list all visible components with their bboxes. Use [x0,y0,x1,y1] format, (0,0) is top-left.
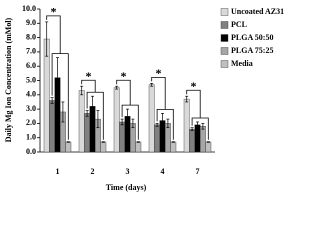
error-bar [120,118,124,126]
error-bar [150,83,154,87]
bar [199,126,206,153]
error-bar [115,85,119,90]
y-tick-label: 3.0 [26,104,36,113]
error-bar [91,95,94,117]
legend-label: PLGA 75:25 [231,46,273,55]
legend-swatch [220,8,229,16]
bar [78,90,85,153]
bar [183,98,190,153]
y-tick-label: 8.0 [26,32,36,41]
significance-bracket [116,79,139,140]
bar [100,141,107,153]
significance-bracket [151,76,174,140]
error-bar [136,141,140,143]
error-bar [85,110,89,117]
legend-swatch [220,21,229,29]
bar [205,141,212,153]
bar [113,87,120,153]
error-bar [155,123,159,127]
error-bar [190,127,194,131]
significance-mark: * [50,5,56,19]
y-tick-label: 2.0 [26,118,36,127]
y-tick-label: 4.0 [26,90,36,99]
error-bar [126,108,129,124]
bar [84,113,91,153]
y-tick-label: 7.0 [26,47,36,56]
error-bar [185,95,189,103]
legend-swatch [220,34,229,42]
error-bar [206,141,210,143]
legend-swatch [220,60,229,68]
chart: Daily Mg Ion Concentration (mMol) Time (… [4,4,284,192]
error-bar [196,121,199,129]
x-tick-label: 2 [91,167,95,176]
error-bar [80,85,84,96]
error-bar [96,110,100,129]
error-bar [131,118,135,129]
legend-label: Uncoated AZ31 [231,7,284,16]
bar [65,141,72,153]
significance-mark: * [120,69,126,83]
legend-swatch [220,47,229,55]
y-tick-label: 1.0 [26,133,36,142]
legend-label: PLGA 50:50 [231,33,273,42]
significance-mark: * [190,79,196,93]
bar [154,124,160,153]
y-tick-label: 5.0 [26,75,36,84]
bar [194,124,201,153]
error-bar [171,141,175,143]
error-bar [56,57,59,99]
y-tick-label: 9.0 [26,18,36,27]
significance-bracket [186,89,209,140]
y-tick-label: 6.0 [26,61,36,70]
significance-bracket [81,79,104,140]
bar [189,128,195,153]
x-tick-label: 4 [161,167,165,176]
legend-label: PCL [231,20,247,29]
error-bar [101,141,105,143]
x-tick-label: 3 [126,167,130,176]
bar [170,141,177,153]
x-axis-title: Time (days) [106,183,147,192]
significance-mark: * [85,69,91,83]
bar [135,141,142,153]
bar [119,121,126,153]
error-bar [66,141,70,143]
legend-label: Media [231,59,253,68]
y-axis-title: Daily Mg Ion Concentration (mMol) [4,17,13,142]
bar [148,84,155,153]
error-bar [50,97,54,104]
bar [49,100,56,153]
significance-bracket [46,15,69,140]
x-tick-label: 7 [196,167,200,176]
error-bar [61,101,65,123]
error-bar [161,113,164,129]
y-tick-label: 0.0 [26,147,36,156]
error-bar [45,21,49,57]
y-tick-label: 10.0 [22,4,36,13]
x-tick-label: 1 [56,167,60,176]
significance-mark: * [155,66,161,80]
error-bar [166,118,170,129]
error-bar [201,123,205,130]
